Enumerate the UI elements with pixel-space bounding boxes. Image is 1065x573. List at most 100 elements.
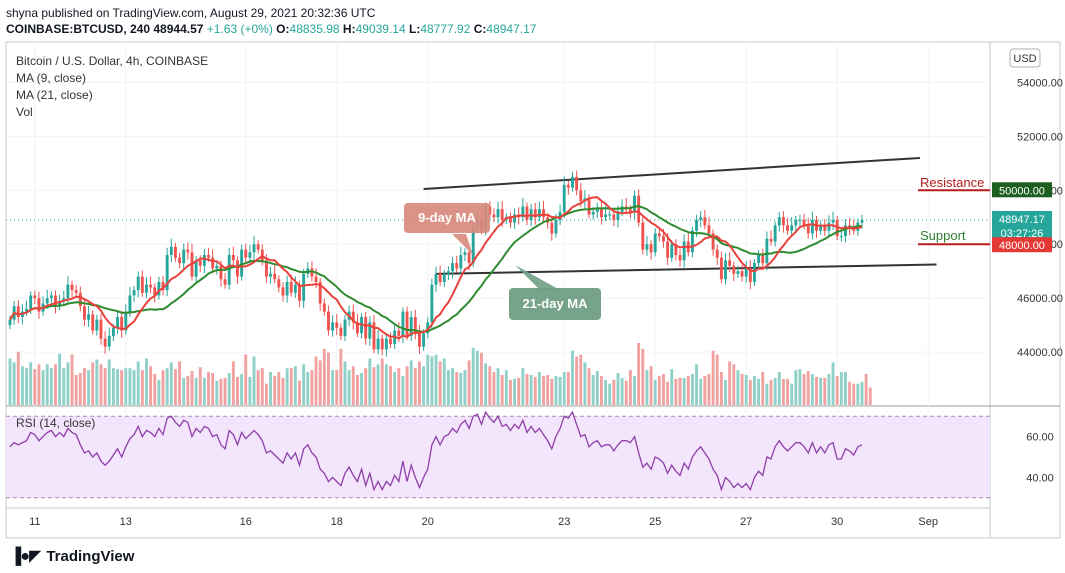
candle-body: [819, 225, 823, 231]
time-tick-label: 20: [422, 516, 434, 528]
candle-body: [194, 260, 198, 277]
candle-body: [616, 211, 620, 220]
volume-bar: [744, 374, 748, 405]
time-axis[interactable]: 11 13 16 18 20 23 25 27 30 Sep: [29, 516, 938, 528]
volume-bar: [252, 356, 256, 405]
volume-bar: [281, 377, 285, 405]
volume-bar: [343, 361, 347, 405]
volume-bar: [703, 375, 707, 405]
candle-body: [827, 222, 831, 231]
volume-bar: [78, 373, 82, 405]
volume-bar: [761, 372, 765, 405]
volume-bar: [111, 368, 115, 405]
ma21-legend[interactable]: MA (21, close): [16, 88, 93, 102]
volume-bar: [844, 372, 847, 405]
candle-body: [153, 287, 157, 296]
volume-bar: [74, 374, 78, 405]
volume-bar: [376, 364, 380, 405]
candle-body: [244, 249, 248, 258]
volume-legend[interactable]: Vol: [16, 105, 33, 119]
channel-lower-line: [435, 263, 937, 275]
candle-body: [202, 255, 206, 266]
volume-bar: [736, 370, 740, 405]
candle-body: [62, 298, 66, 301]
volume-bar: [49, 368, 53, 405]
time-tick-label: 25: [649, 516, 661, 528]
candle-body: [521, 206, 525, 218]
candle-body: [70, 284, 74, 291]
volume-bar: [819, 377, 823, 405]
volume-bar: [719, 372, 723, 405]
volume-bar: [769, 379, 773, 405]
volume-bar: [662, 374, 665, 405]
candle-body: [331, 322, 335, 331]
volume-bar: [670, 369, 674, 405]
volume-bar: [678, 377, 682, 405]
volume-bar: [604, 379, 608, 405]
volume-bar: [194, 377, 198, 405]
volume-bar: [480, 352, 483, 405]
candle-body: [823, 225, 827, 231]
candle-body: [58, 300, 62, 307]
volume-bar: [513, 378, 517, 405]
candle-body: [405, 311, 409, 336]
candle-body: [798, 219, 802, 221]
candle-body: [173, 246, 177, 258]
candle-body: [161, 281, 165, 291]
volume-bar: [41, 370, 45, 405]
candle-body: [397, 330, 401, 336]
volume-bar: [198, 367, 202, 405]
current-price-tag: [992, 210, 1052, 241]
candle-body: [33, 295, 37, 299]
symbol-ohlc-line: COINBASE:BTCUSD, 240 48944.57 +1.63 (+0%…: [6, 22, 536, 36]
volume-bar: [740, 374, 744, 405]
candle-body: [227, 255, 231, 285]
volume-bar: [864, 374, 868, 405]
volume-bar: [852, 383, 856, 405]
rsi-line-group: [9, 410, 863, 492]
ma9-callout-box: [404, 203, 490, 233]
volume-bar: [331, 370, 335, 405]
volume-bar: [806, 371, 810, 405]
volume-bar: [641, 348, 645, 405]
price-axis[interactable]: 54000.0052000.0050000.0048000.0046000.00…: [1017, 77, 1063, 484]
high-label: H:: [342, 22, 356, 36]
volume-bar: [95, 359, 99, 405]
volume-bar: [591, 374, 595, 405]
volume-bar: [790, 383, 794, 405]
candle-body: [314, 276, 318, 282]
volume-bar: [70, 354, 74, 405]
candle-body: [252, 244, 256, 253]
volume-bar: [566, 372, 570, 405]
volume-bar: [517, 377, 521, 405]
volume-bar: [62, 368, 66, 405]
rsi-legend[interactable]: RSI (14, close): [16, 416, 96, 430]
candle-body: [302, 273, 306, 301]
volume-bar: [401, 375, 405, 405]
volume-bar: [318, 360, 322, 405]
volume-bar: [757, 378, 761, 405]
candle-body: [724, 260, 727, 280]
candle-body: [401, 311, 405, 336]
volume-bar: [798, 369, 802, 405]
volume-bar: [695, 364, 699, 405]
volume-bar: [161, 370, 165, 405]
candle-body: [66, 284, 70, 299]
price-channel: [423, 156, 937, 275]
volume-bar: [558, 376, 562, 405]
candle-body: [678, 255, 682, 261]
candle-body: [860, 219, 864, 223]
candle-body: [198, 260, 202, 266]
candle-body: [380, 338, 384, 350]
ma9-legend[interactable]: MA (9, close): [16, 71, 87, 85]
tradingview-logo-icon: ▐●◤: [10, 548, 41, 565]
tradingview-logo[interactable]: ▐●◤ TradingView: [10, 546, 134, 566]
volume-bar: [120, 370, 124, 405]
ma9-callout-text: 9-day MA: [418, 210, 476, 225]
candle-body: [207, 255, 210, 258]
candle-body: [757, 255, 761, 264]
volume-bar: [384, 364, 388, 405]
volume-bar: [781, 378, 785, 405]
currency-button[interactable]: [1009, 48, 1041, 68]
